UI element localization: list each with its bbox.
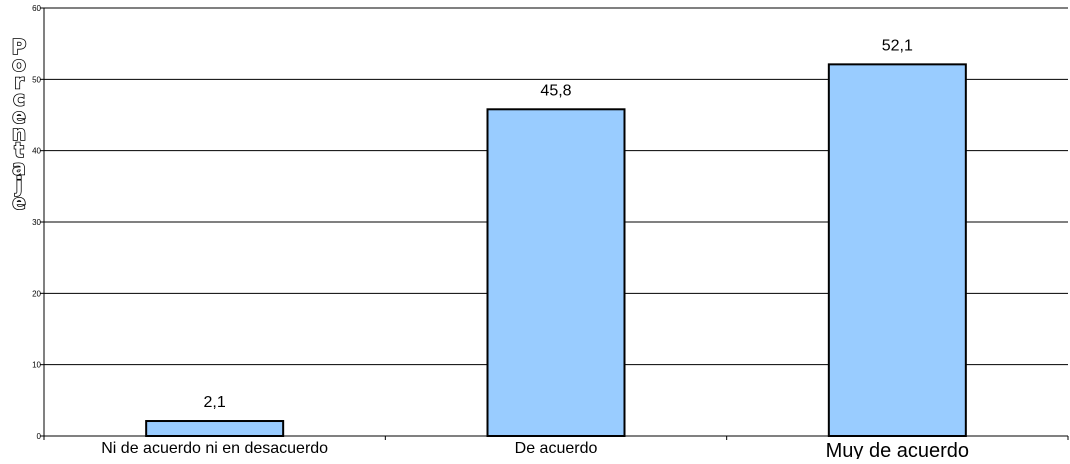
category-label-2: Muy de acuerdo <box>826 440 969 459</box>
y-axis-label-letter-0: P <box>12 35 27 59</box>
y-tick-label-1: 10 <box>32 361 41 370</box>
data-label-0: 2,1 <box>204 394 226 411</box>
y-axis-label-letter-7: a <box>12 155 26 179</box>
data-label-2: 52,1 <box>882 37 913 54</box>
y-tick-label-2: 20 <box>32 289 41 298</box>
y-tick-label-6: 60 <box>32 4 41 13</box>
y-tick-label-0: 0 <box>37 432 42 441</box>
y-axis-label-letter-3: c <box>13 87 25 111</box>
category-label-1: De acuerdo <box>515 440 598 457</box>
y-axis-label-letter-8: j <box>15 173 23 197</box>
y-axis-label-letter-5: n <box>12 121 26 145</box>
y-axis-label-letter-6: t <box>14 138 24 162</box>
y-axis-label-letter-4: e <box>12 104 26 128</box>
bar-1 <box>486 108 626 437</box>
bar-2 <box>827 63 967 437</box>
category-label-0: Ni de acuerdo ni en desacuerdo <box>101 440 328 457</box>
y-axis-label-letter-2: r <box>14 69 24 93</box>
y-axis-label-letter-1: o <box>12 52 26 76</box>
bar-0 <box>145 420 285 437</box>
y-tick-label-5: 50 <box>32 75 41 84</box>
y-axis-label-letter-9: e <box>12 190 26 214</box>
y-tick-label-4: 40 <box>32 147 41 156</box>
y-tick-label-3: 30 <box>32 218 41 227</box>
data-label-1: 45,8 <box>540 82 571 99</box>
